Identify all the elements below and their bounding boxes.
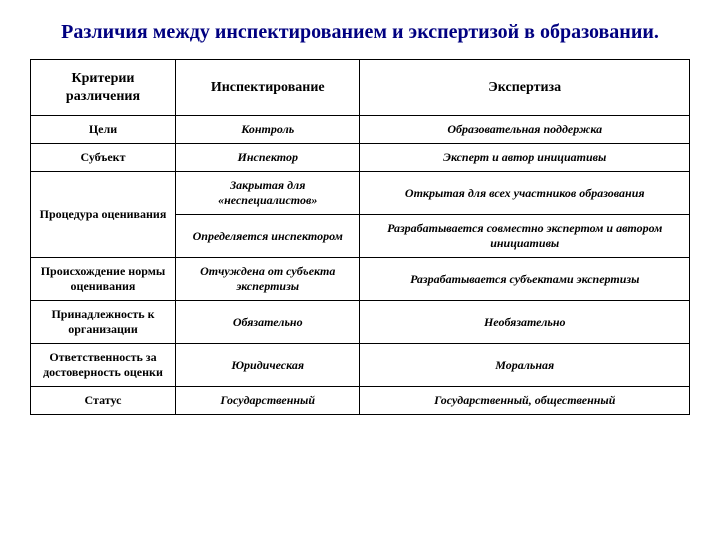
cell-inspection: Определяется инспектором (175, 215, 360, 258)
cell-criteria: Происхождение нормы оценивания (31, 258, 176, 301)
cell-criteria: Цели (31, 116, 176, 144)
col-header-inspection: Инспектирование (175, 60, 360, 116)
table-row: Процедура оценивания Закрытая для «неспе… (31, 172, 690, 215)
cell-expertise: Государственный, общественный (360, 387, 690, 415)
table-row: Цели Контроль Образовательная поддержка (31, 116, 690, 144)
col-header-criteria: Критерии различения (31, 60, 176, 116)
cell-expertise: Эксперт и автор инициативы (360, 144, 690, 172)
table-header-row: Критерии различения Инспектирование Эксп… (31, 60, 690, 116)
cell-expertise: Моральная (360, 344, 690, 387)
cell-inspection: Отчуждена от субъекта экспертизы (175, 258, 360, 301)
cell-inspection: Контроль (175, 116, 360, 144)
cell-criteria: Процедура оценивания (31, 172, 176, 258)
table-row: Происхождение нормы оценивания Отчуждена… (31, 258, 690, 301)
cell-criteria: Статус (31, 387, 176, 415)
table-row: Субъект Инспектор Эксперт и автор инициа… (31, 144, 690, 172)
cell-expertise: Образовательная поддержка (360, 116, 690, 144)
cell-inspection: Обязательно (175, 301, 360, 344)
cell-expertise: Разрабатывается субъектами экспертизы (360, 258, 690, 301)
comparison-table: Критерии различения Инспектирование Эксп… (30, 59, 690, 415)
cell-inspection: Юридическая (175, 344, 360, 387)
cell-criteria: Ответственность за достоверность оценки (31, 344, 176, 387)
page-title: Различия между инспектированием и экспер… (30, 20, 690, 45)
table-row: Ответственность за достоверность оценки … (31, 344, 690, 387)
cell-inspection: Государственный (175, 387, 360, 415)
cell-criteria: Принадлежность к организации (31, 301, 176, 344)
table-row: Принадлежность к организации Обязательно… (31, 301, 690, 344)
cell-criteria: Субъект (31, 144, 176, 172)
cell-expertise: Открытая для всех участников образования (360, 172, 690, 215)
cell-expertise: Необязательно (360, 301, 690, 344)
table-row: Статус Государственный Государственный, … (31, 387, 690, 415)
cell-expertise: Разрабатывается совместно экспертом и ав… (360, 215, 690, 258)
cell-inspection: Инспектор (175, 144, 360, 172)
cell-inspection: Закрытая для «неспециалистов» (175, 172, 360, 215)
col-header-expertise: Экспертиза (360, 60, 690, 116)
